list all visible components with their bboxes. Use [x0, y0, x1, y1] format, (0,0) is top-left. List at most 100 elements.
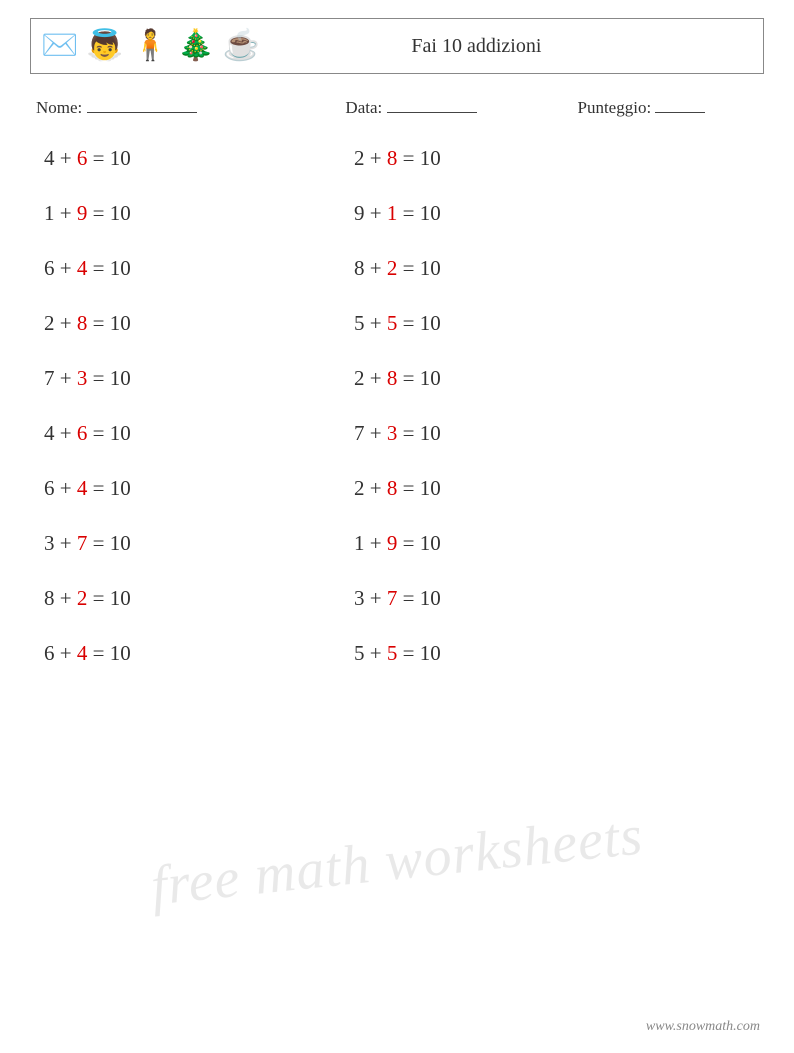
equals: = [403, 531, 415, 555]
header-title: Fai 10 addizioni [260, 35, 753, 58]
problem-row: 6 + 4 = 10 [44, 641, 354, 666]
result: 10 [110, 146, 131, 170]
operator: + [370, 256, 382, 280]
equals: = [403, 421, 415, 445]
equals: = [93, 641, 105, 665]
score-label: Punteggio: [578, 98, 652, 117]
operator: + [60, 311, 72, 335]
operand-a: 1 [354, 531, 365, 555]
problem-row: 2 + 8 = 10 [354, 366, 664, 391]
result: 10 [420, 586, 441, 610]
result: 10 [420, 146, 441, 170]
equals: = [93, 586, 105, 610]
problem-row: 3 + 7 = 10 [44, 531, 354, 556]
operator: + [370, 201, 382, 225]
result: 10 [420, 476, 441, 500]
problem-row: 3 + 7 = 10 [354, 586, 664, 611]
problem-row: 5 + 5 = 10 [354, 641, 664, 666]
operand-a: 2 [44, 311, 55, 335]
angel-icon: 👼 [86, 31, 123, 61]
result: 10 [420, 531, 441, 555]
result: 10 [110, 586, 131, 610]
problem-row: 2 + 8 = 10 [44, 311, 354, 336]
operator: + [60, 586, 72, 610]
result: 10 [110, 311, 131, 335]
problem-row: 2 + 8 = 10 [354, 476, 664, 501]
problems-column-right: 2 + 8 = 109 + 1 = 108 + 2 = 105 + 5 = 10… [354, 146, 664, 696]
operator: + [370, 366, 382, 390]
result: 10 [420, 311, 441, 335]
result: 10 [420, 256, 441, 280]
result: 10 [110, 366, 131, 390]
operand-a: 7 [354, 421, 365, 445]
problem-row: 4 + 6 = 10 [44, 421, 354, 446]
equals: = [93, 256, 105, 280]
operand-b-answer: 9 [387, 531, 398, 555]
equals: = [93, 201, 105, 225]
score-field: Punteggio: [578, 96, 759, 118]
operator: + [370, 476, 382, 500]
operand-b-answer: 4 [77, 641, 88, 665]
operand-a: 6 [44, 641, 55, 665]
date-blank[interactable] [387, 96, 477, 113]
footer-url: www.snowmath.com [646, 1019, 760, 1035]
problem-row: 5 + 5 = 10 [354, 311, 664, 336]
result: 10 [110, 476, 131, 500]
operand-a: 4 [44, 421, 55, 445]
result: 10 [110, 421, 131, 445]
operand-a: 2 [354, 366, 365, 390]
result: 10 [110, 641, 131, 665]
operand-a: 8 [354, 256, 365, 280]
operator: + [370, 531, 382, 555]
problem-row: 6 + 4 = 10 [44, 256, 354, 281]
operand-b-answer: 7 [387, 586, 398, 610]
result: 10 [420, 366, 441, 390]
operand-a: 6 [44, 256, 55, 280]
worksheet-page: ✉️ 👼 🧍 🎄 ☕ Fai 10 addizioni Nome: Data: … [0, 0, 794, 696]
operand-b-answer: 5 [387, 641, 398, 665]
operand-b-answer: 8 [387, 366, 398, 390]
equals: = [403, 201, 415, 225]
equals: = [403, 146, 415, 170]
equals: = [93, 311, 105, 335]
date-field: Data: [345, 96, 577, 118]
header-icons: ✉️ 👼 🧍 🎄 ☕ [41, 31, 260, 61]
equals: = [403, 256, 415, 280]
operator: + [60, 531, 72, 555]
problem-row: 1 + 9 = 10 [354, 531, 664, 556]
equals: = [403, 641, 415, 665]
operand-a: 7 [44, 366, 55, 390]
operand-b-answer: 5 [387, 311, 398, 335]
equals: = [403, 311, 415, 335]
problems-grid: 4 + 6 = 101 + 9 = 106 + 4 = 102 + 8 = 10… [30, 146, 764, 696]
date-label: Data: [345, 98, 382, 117]
name-field: Nome: [36, 96, 345, 118]
problem-row: 7 + 3 = 10 [44, 366, 354, 391]
name-blank[interactable] [87, 96, 197, 113]
operand-b-answer: 2 [387, 256, 398, 280]
equals: = [403, 476, 415, 500]
operand-a: 3 [44, 531, 55, 555]
operand-b-answer: 3 [77, 366, 88, 390]
operand-a: 3 [354, 586, 365, 610]
operand-a: 2 [354, 476, 365, 500]
name-label: Nome: [36, 98, 82, 117]
operand-b-answer: 3 [387, 421, 398, 445]
operand-a: 2 [354, 146, 365, 170]
operator: + [370, 421, 382, 445]
operand-a: 5 [354, 311, 365, 335]
operand-a: 4 [44, 146, 55, 170]
operand-b-answer: 4 [77, 476, 88, 500]
operand-b-answer: 4 [77, 256, 88, 280]
problem-row: 8 + 2 = 10 [354, 256, 664, 281]
operand-a: 1 [44, 201, 55, 225]
operator: + [60, 256, 72, 280]
watermark-text: free math worksheets [0, 788, 794, 935]
result: 10 [110, 531, 131, 555]
equals: = [93, 366, 105, 390]
score-blank[interactable] [655, 96, 705, 113]
equals: = [93, 531, 105, 555]
operand-b-answer: 6 [77, 421, 88, 445]
operand-b-answer: 8 [387, 476, 398, 500]
equals: = [93, 476, 105, 500]
